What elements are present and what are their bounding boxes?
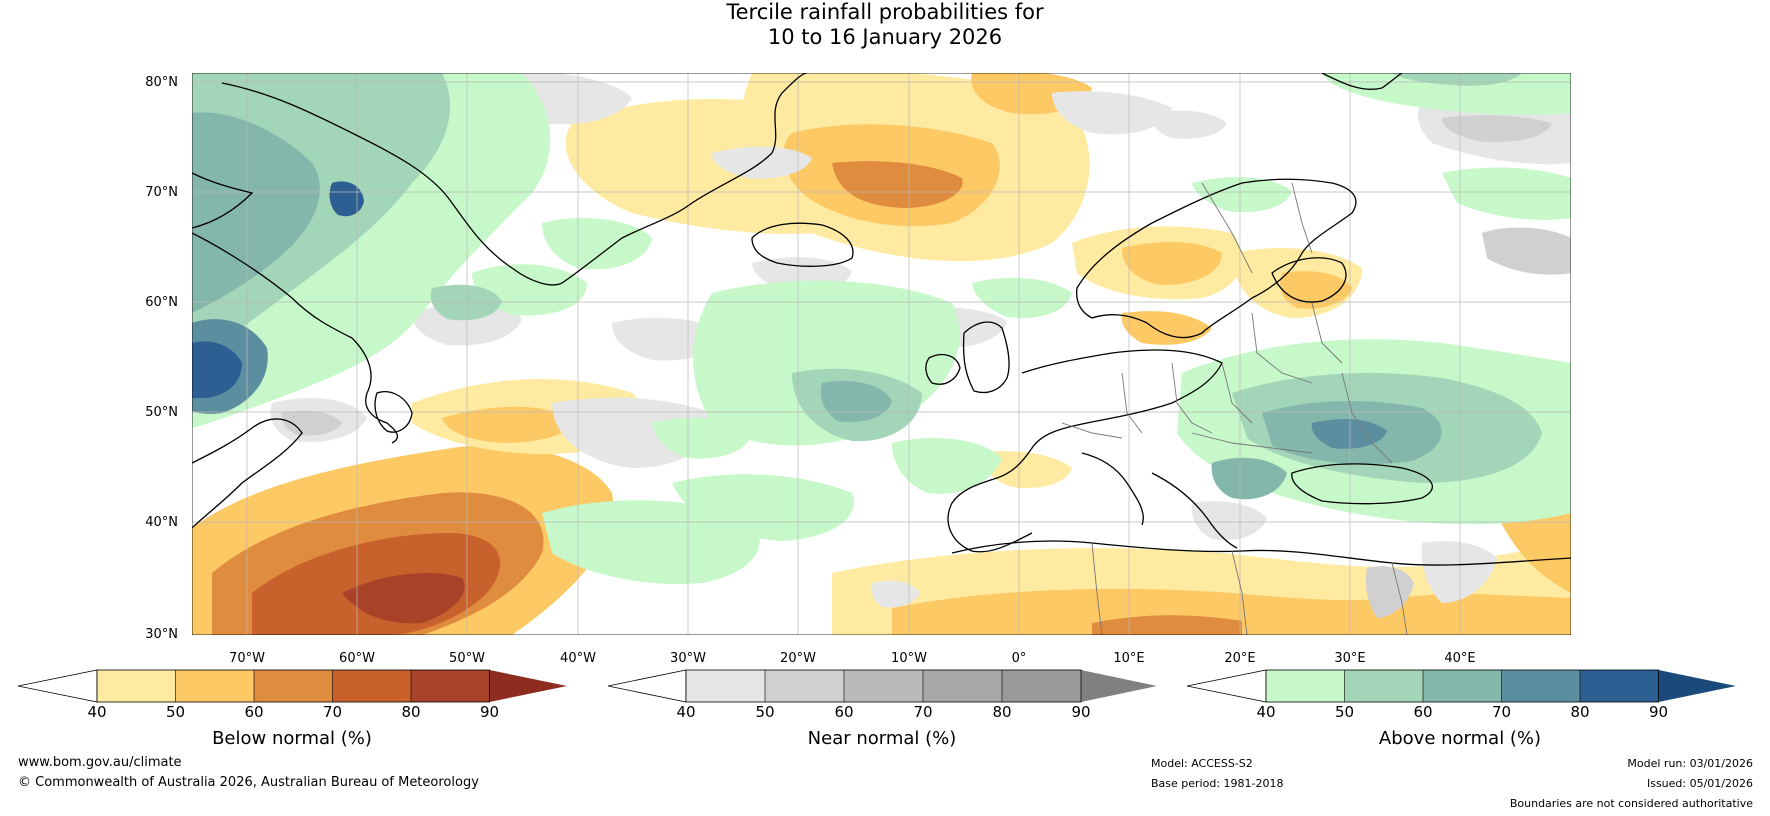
colorbar-above-tick-60: 60	[1413, 703, 1433, 721]
footer-disclaimer: Boundaries are not considered authoritat…	[1509, 797, 1753, 810]
colorbar-above-title: Above normal (%)	[1378, 728, 1542, 749]
coastline-balkans	[1151, 472, 1238, 549]
lon-label-60w: 60°W	[339, 651, 375, 666]
colorbar-near-extend-high	[1081, 670, 1157, 702]
lon-label-70w: 70°W	[229, 651, 265, 666]
footer-website: www.bom.gov.au/climate	[18, 755, 182, 770]
lat-label-80n: 80°N	[145, 75, 178, 90]
map-svg	[192, 73, 1571, 635]
colorbar-near-tick-90: 90	[1071, 703, 1091, 721]
coastline-greenland	[221, 73, 808, 286]
gridlines	[192, 73, 1571, 635]
lon-label-20w: 20°W	[780, 651, 816, 666]
colorbar-near-tick-80: 80	[992, 703, 1012, 721]
colorbar-near-segment-70-80	[923, 670, 1002, 702]
above-normal-regions	[192, 73, 1571, 584]
colorbar-below-segment-80-90	[411, 670, 490, 702]
colorbar-above-segment-40-50	[1266, 670, 1345, 702]
colorbar-below-tick-80: 80	[401, 703, 421, 721]
colorbar-above-tick-40: 40	[1256, 703, 1276, 721]
lon-label-40w: 40°W	[560, 651, 596, 666]
coastline-ireland	[925, 354, 961, 385]
lon-label-30e: 30°E	[1334, 651, 1366, 666]
colorbar-near-segment-40-50	[686, 670, 765, 702]
lon-label-20e: 20°E	[1224, 651, 1256, 666]
colorbar-near-normal-svg	[608, 669, 1157, 703]
colorbar-below-tick-40: 40	[87, 703, 107, 721]
lon-label-50w: 50°W	[449, 651, 485, 666]
lon-label-10e: 10°E	[1113, 651, 1145, 666]
colorbar-below-segment-40-50	[97, 670, 176, 702]
coastline-north-africa	[951, 540, 1571, 566]
colorbar-below-title: Below normal (%)	[212, 728, 372, 749]
colorbar-near-segment-60-70	[844, 670, 923, 702]
lon-label-0: 0°	[1011, 651, 1027, 666]
lat-label-70n: 70°N	[145, 185, 178, 200]
colorbar-near-tick-60: 60	[834, 703, 854, 721]
colorbar-near-segment-50-60	[765, 670, 844, 702]
colorbar-below-tick-70: 70	[322, 703, 343, 721]
footer-base-period: Base period: 1981-2018	[1151, 777, 1284, 790]
coastline-great-britain	[962, 321, 1010, 394]
colorbar-above-normal-svg	[1187, 669, 1736, 703]
lon-label-30w: 30°W	[670, 651, 706, 666]
country-borders	[1061, 182, 1408, 635]
lon-label-10w: 10°W	[891, 651, 927, 666]
coastline-finland	[1271, 257, 1347, 303]
colorbar-near-title: Near normal (%)	[807, 728, 957, 749]
footer-issued: Issued: 05/01/2026	[1646, 777, 1753, 790]
colorbar-below-tick-50: 50	[165, 703, 186, 721]
title-line-2: 10 to 16 January 2026	[767, 25, 1003, 49]
coastline-europe-west	[947, 349, 1223, 553]
lat-label-30n: 30°N	[145, 627, 178, 642]
coastline-svalbard	[1321, 73, 1403, 90]
colorbar-below-segment-50-60	[175, 670, 254, 702]
colorbar-below-segment-60-70	[254, 670, 333, 702]
colorbar-above-segment-60-70	[1423, 670, 1502, 702]
colorbar-above-segment-50-60	[1344, 670, 1423, 702]
colorbar-near-tick-70: 70	[913, 703, 933, 721]
lon-label-40e: 40°E	[1444, 651, 1476, 666]
coastline-black-sea	[1291, 463, 1434, 505]
coastlines	[192, 73, 1571, 566]
colorbar-above-extend-high	[1658, 670, 1736, 702]
colorbar-near-segment-80-90	[1002, 670, 1081, 702]
colorbar-near-extend-low	[608, 669, 687, 703]
colorbar-near-tick-40: 40	[676, 703, 696, 721]
rainfall-probability-map	[192, 73, 1571, 635]
colorbar-below-tick-60: 60	[244, 703, 264, 721]
colorbar-above-extend-low	[1187, 669, 1267, 703]
colorbar-below-segment-70-80	[332, 670, 411, 702]
colorbar-below-tick-90: 90	[479, 703, 500, 721]
map-title: Tercile rainfall probabilities for 10 to…	[0, 0, 1770, 50]
footer-model: Model: ACCESS-S2	[1151, 757, 1253, 770]
colorbar-above-segment-70-80	[1501, 670, 1580, 702]
coastline-north-america-east	[192, 418, 303, 529]
colorbar-above-tick-80: 80	[1570, 703, 1590, 721]
coastline-scandinavia	[1076, 178, 1357, 339]
coastline-italy	[1081, 452, 1144, 526]
colorbar-below-normal-svg	[18, 669, 567, 703]
colorbar-below-extend-high	[489, 670, 567, 702]
footer-model-run: Model run: 03/01/2026	[1627, 757, 1753, 770]
colorbar-above-segment-80-90	[1580, 670, 1659, 702]
coastline-canada-north	[192, 172, 254, 229]
title-line-1: Tercile rainfall probabilities for	[726, 0, 1044, 24]
colorbar-above-tick-90: 90	[1648, 703, 1669, 721]
lat-label-50n: 50°N	[145, 405, 178, 420]
colorbar-above-tick-70: 70	[1491, 703, 1512, 721]
coastline-iceland	[751, 222, 854, 267]
colorbar-near-tick-50: 50	[755, 703, 775, 721]
colorbar-below-extend-low	[18, 669, 98, 703]
lat-label-40n: 40°N	[145, 515, 178, 530]
colorbar-above-tick-50: 50	[1334, 703, 1355, 721]
coastline-newfoundland	[374, 391, 413, 433]
lat-label-60n: 60°N	[145, 295, 178, 310]
footer-copyright: © Commonwealth of Australia 2026, Austra…	[18, 775, 479, 790]
coastline-labrador	[192, 232, 399, 444]
